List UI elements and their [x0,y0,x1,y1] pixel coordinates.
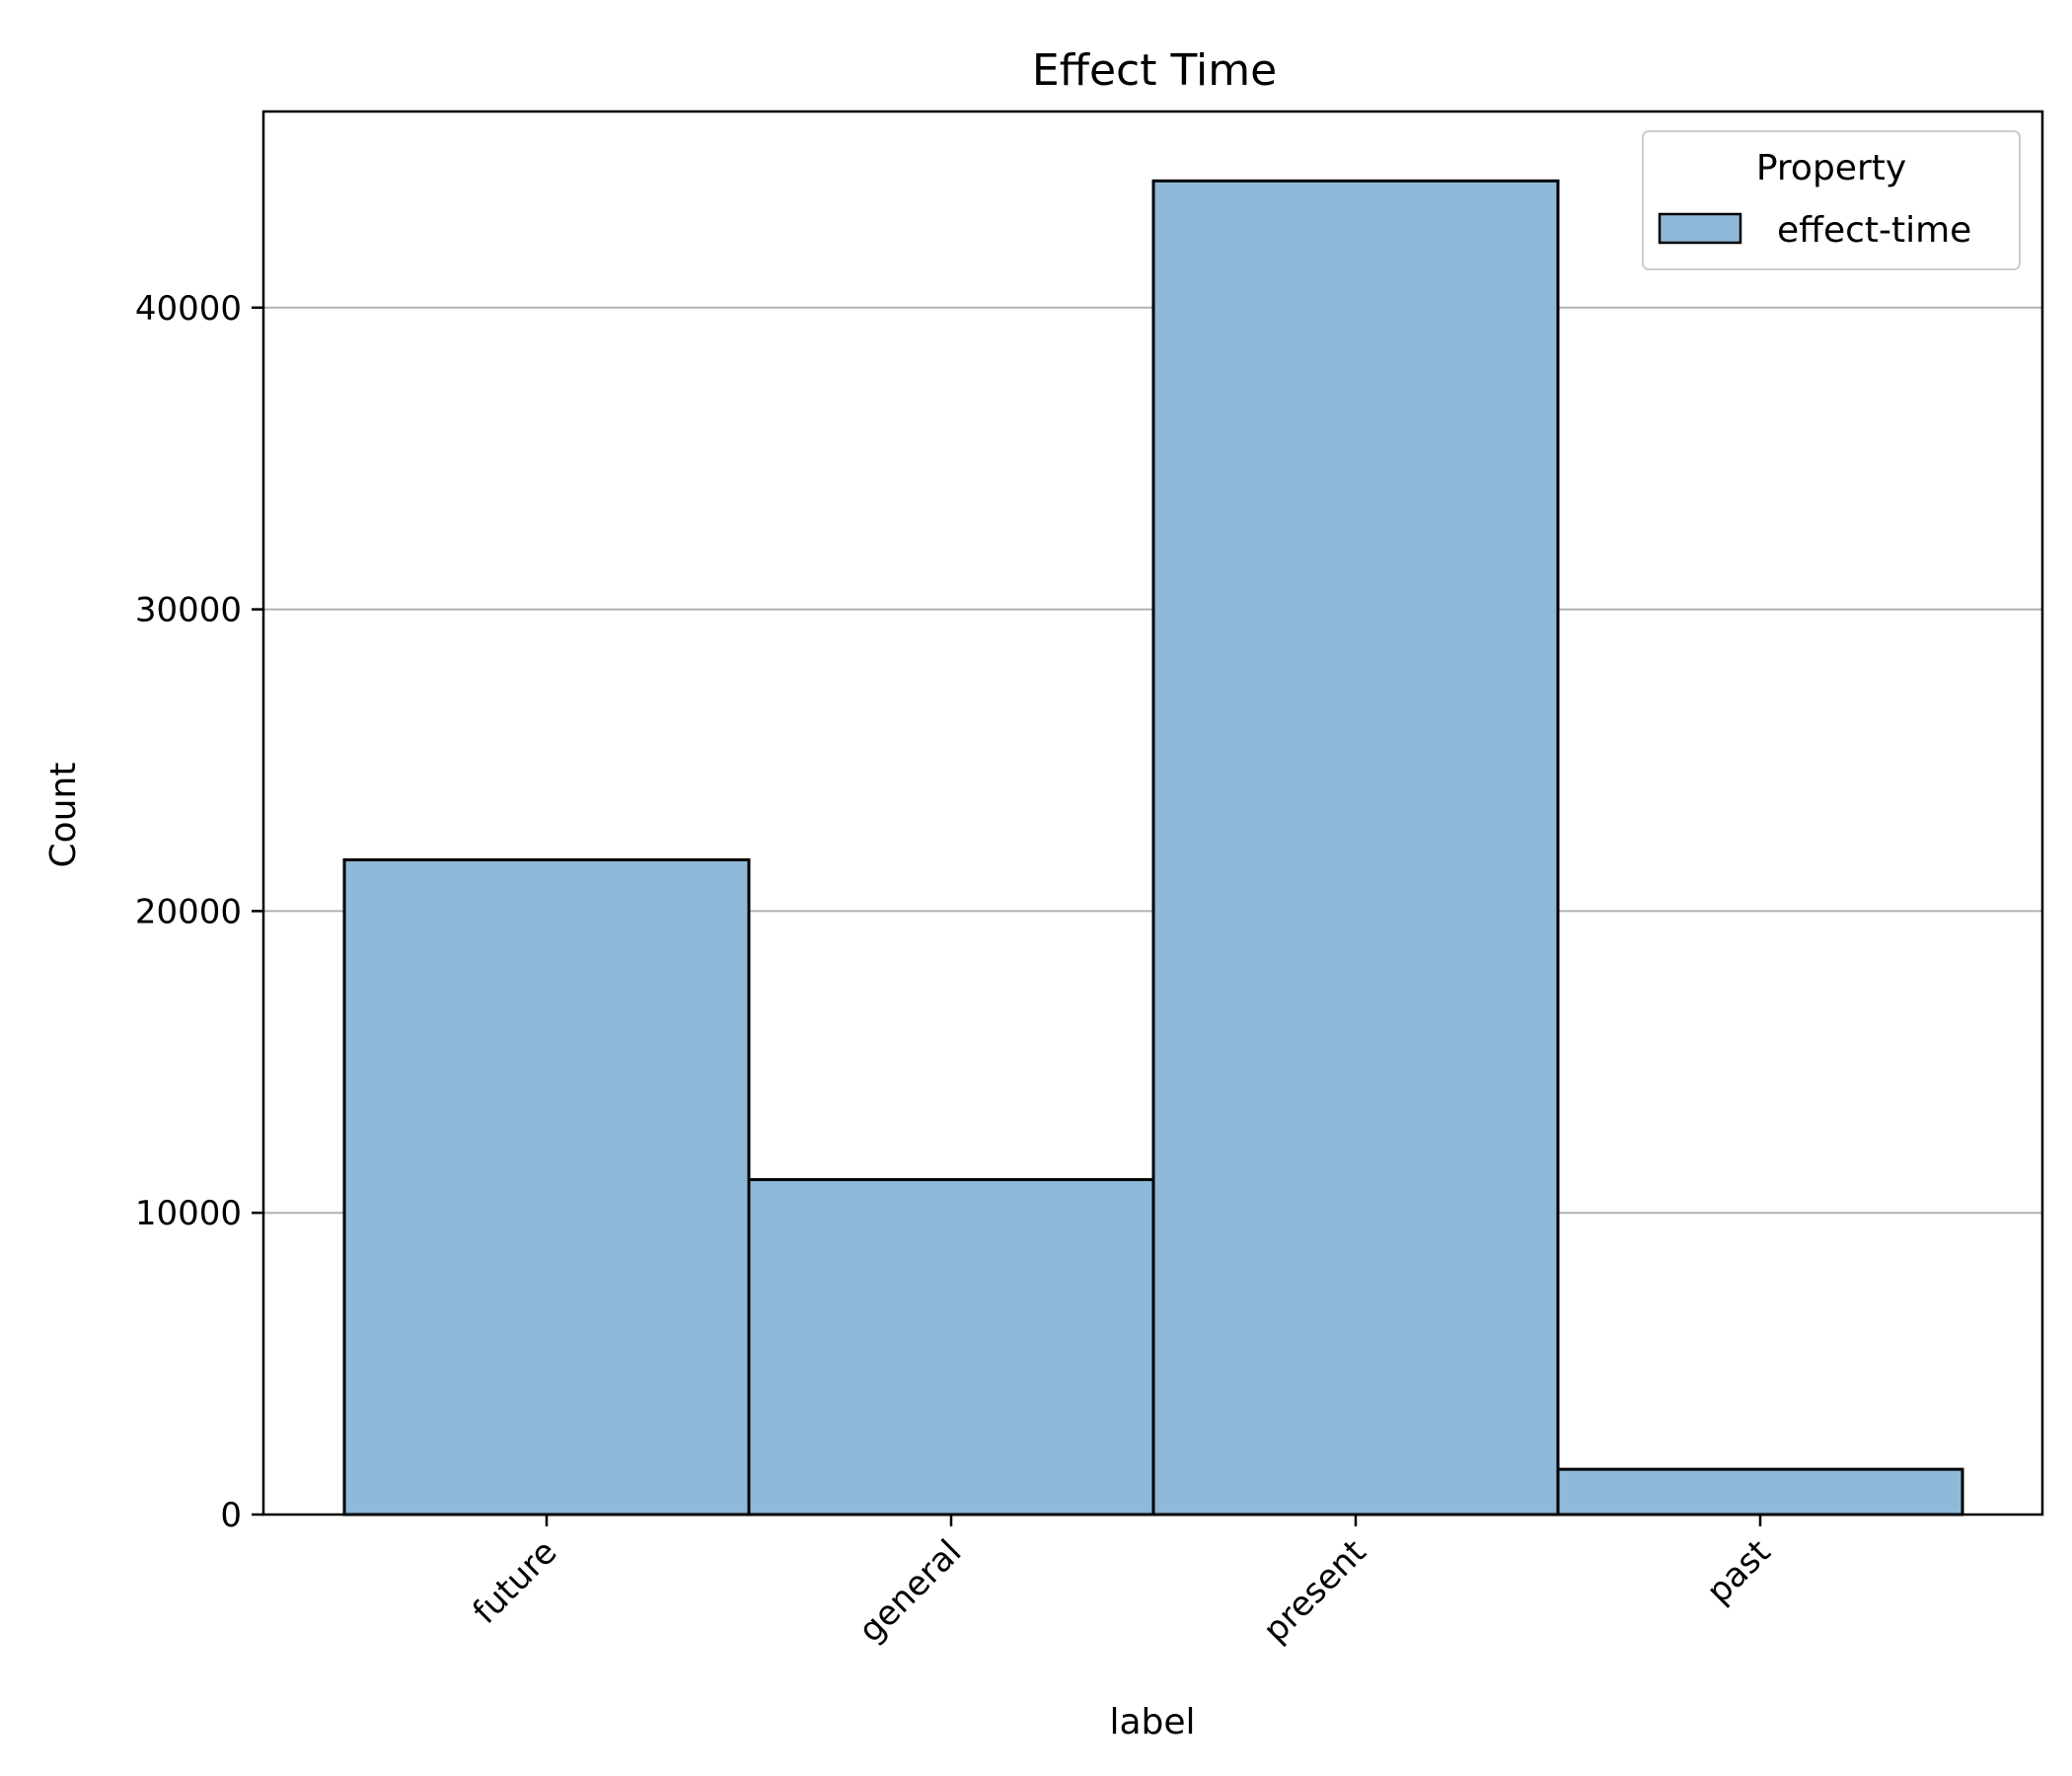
y-tick-label: 20000 [135,892,242,931]
y-tick-label: 10000 [135,1194,242,1233]
legend-swatch [1658,212,1742,245]
y-tick-label: 30000 [135,591,242,630]
bar-past [1556,1467,1964,1517]
x-axis-label: label [1109,1702,1195,1742]
legend-title: Property [1756,148,1906,188]
legend: Property effect-time [1642,130,2021,270]
legend-entry-label: effect-time [1777,210,1971,251]
y-axis-label: Count [43,763,84,868]
y-axis-ticks: 0 10000 20000 30000 40000 [135,289,263,1535]
chart-title: Effect Time [1032,45,1277,96]
bar-present [1151,179,1560,1517]
bars [342,179,1964,1517]
bar-general [747,1178,1155,1517]
y-tick-label: 40000 [135,289,242,329]
plot-frame [261,110,2044,1517]
y-tick-label: 0 [220,1496,242,1535]
bar-future [342,857,751,1517]
